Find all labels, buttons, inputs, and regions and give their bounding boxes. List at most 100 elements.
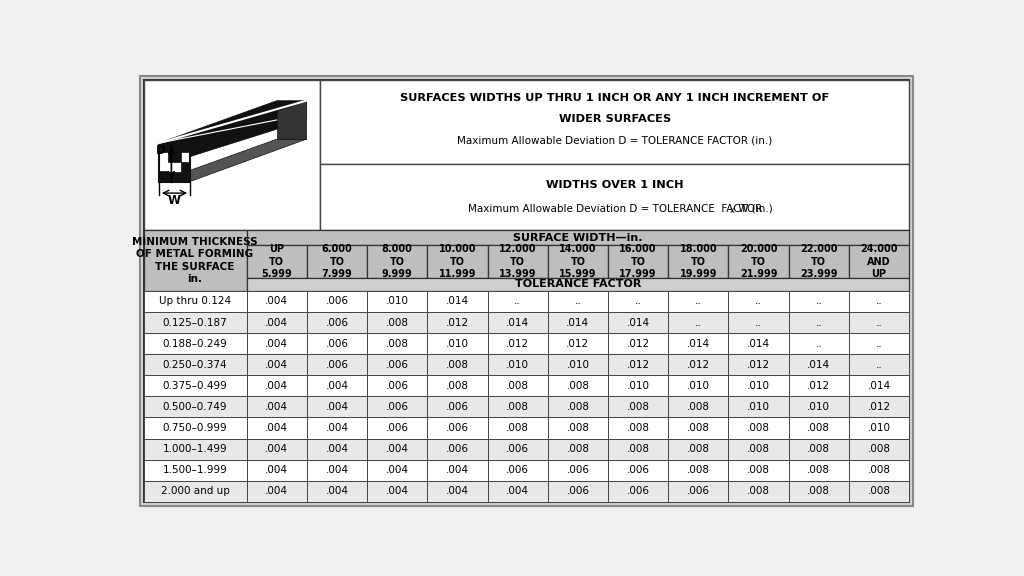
Text: .008: .008 <box>807 486 830 497</box>
Text: .008: .008 <box>386 317 409 328</box>
Bar <box>487 245 548 278</box>
Text: .008: .008 <box>687 402 710 412</box>
Bar <box>669 460 728 481</box>
Bar <box>487 418 548 438</box>
Text: .012: .012 <box>748 360 770 370</box>
Bar <box>427 245 487 278</box>
Text: .010: .010 <box>748 381 770 391</box>
Text: .008: .008 <box>445 381 469 391</box>
Bar <box>427 312 487 333</box>
Text: .012: .012 <box>445 317 469 328</box>
Bar <box>427 418 487 438</box>
Bar <box>487 354 548 376</box>
Bar <box>669 418 728 438</box>
Text: .008: .008 <box>566 402 590 412</box>
Text: .008: .008 <box>748 444 770 454</box>
Bar <box>548 354 608 376</box>
Text: .008: .008 <box>566 444 590 454</box>
Text: 16.000
TO
17.999: 16.000 TO 17.999 <box>620 244 656 279</box>
Bar <box>608 312 669 333</box>
Bar <box>307 481 367 502</box>
Text: ..: .. <box>876 360 883 370</box>
Text: .012: .012 <box>566 339 590 348</box>
Bar <box>849 376 909 396</box>
Bar <box>608 418 669 438</box>
Text: x: x <box>729 206 734 215</box>
Bar <box>669 291 728 312</box>
Bar <box>143 230 247 291</box>
Bar <box>728 481 788 502</box>
Text: UP
TO
5.999: UP TO 5.999 <box>261 244 292 279</box>
Bar <box>788 460 849 481</box>
Text: .008: .008 <box>627 423 649 433</box>
Bar <box>143 460 247 481</box>
Text: .014: .014 <box>687 339 710 348</box>
Bar <box>788 291 849 312</box>
Text: .014: .014 <box>807 360 830 370</box>
Text: .006: .006 <box>386 360 409 370</box>
Bar <box>247 481 307 502</box>
Bar <box>548 438 608 460</box>
Text: .008: .008 <box>566 381 590 391</box>
Text: 22.000
TO
23.999: 22.000 TO 23.999 <box>800 244 838 279</box>
Bar <box>788 376 849 396</box>
Text: .010: .010 <box>627 381 649 391</box>
Bar <box>669 245 728 278</box>
Text: .008: .008 <box>627 402 649 412</box>
Text: .006: .006 <box>445 402 469 412</box>
Bar <box>788 396 849 418</box>
Text: .008: .008 <box>867 465 891 475</box>
Bar <box>367 481 427 502</box>
Bar <box>788 333 849 354</box>
Text: ..: .. <box>876 317 883 328</box>
Text: .014: .014 <box>867 381 891 391</box>
Text: .008: .008 <box>807 423 830 433</box>
Text: .012: .012 <box>627 360 649 370</box>
Text: .004: .004 <box>326 444 348 454</box>
Text: .004: .004 <box>265 339 288 348</box>
Text: ..: .. <box>756 317 762 328</box>
Text: .004: .004 <box>326 423 348 433</box>
Text: 0.750–0.999: 0.750–0.999 <box>163 423 227 433</box>
Bar <box>608 376 669 396</box>
Bar <box>143 80 321 230</box>
Bar <box>367 354 427 376</box>
Text: .004: .004 <box>326 402 348 412</box>
Bar <box>247 354 307 376</box>
Text: 0.500–0.749: 0.500–0.749 <box>163 402 227 412</box>
Bar <box>247 333 307 354</box>
Bar <box>427 438 487 460</box>
Bar <box>143 396 247 418</box>
Bar <box>728 418 788 438</box>
Text: .004: .004 <box>386 465 409 475</box>
Bar <box>307 354 367 376</box>
Bar <box>849 245 909 278</box>
Text: .006: .006 <box>326 360 348 370</box>
Bar <box>247 230 909 245</box>
Bar <box>427 481 487 502</box>
Text: .010: .010 <box>867 423 891 433</box>
Bar <box>788 438 849 460</box>
Bar <box>367 376 427 396</box>
Bar <box>247 245 307 278</box>
Polygon shape <box>159 143 190 181</box>
Text: .006: .006 <box>627 486 649 497</box>
Bar <box>728 312 788 333</box>
Bar <box>849 460 909 481</box>
Text: ..: .. <box>756 297 762 306</box>
Text: .010: .010 <box>807 402 830 412</box>
Bar <box>728 354 788 376</box>
Text: .008: .008 <box>867 444 891 454</box>
Text: TOLERANCE FACTOR: TOLERANCE FACTOR <box>515 279 641 289</box>
Bar <box>788 354 849 376</box>
Bar <box>669 396 728 418</box>
Text: 2.000 and up: 2.000 and up <box>161 486 229 497</box>
Bar <box>143 438 247 460</box>
Bar <box>548 481 608 502</box>
Text: MINIMUM THICKNESS
OF METAL FORMING
THE SURFACE
in.: MINIMUM THICKNESS OF METAL FORMING THE S… <box>132 237 258 284</box>
Bar <box>608 438 669 460</box>
Bar <box>247 438 307 460</box>
Text: .014: .014 <box>627 317 649 328</box>
Bar <box>487 333 548 354</box>
Text: .006: .006 <box>445 444 469 454</box>
